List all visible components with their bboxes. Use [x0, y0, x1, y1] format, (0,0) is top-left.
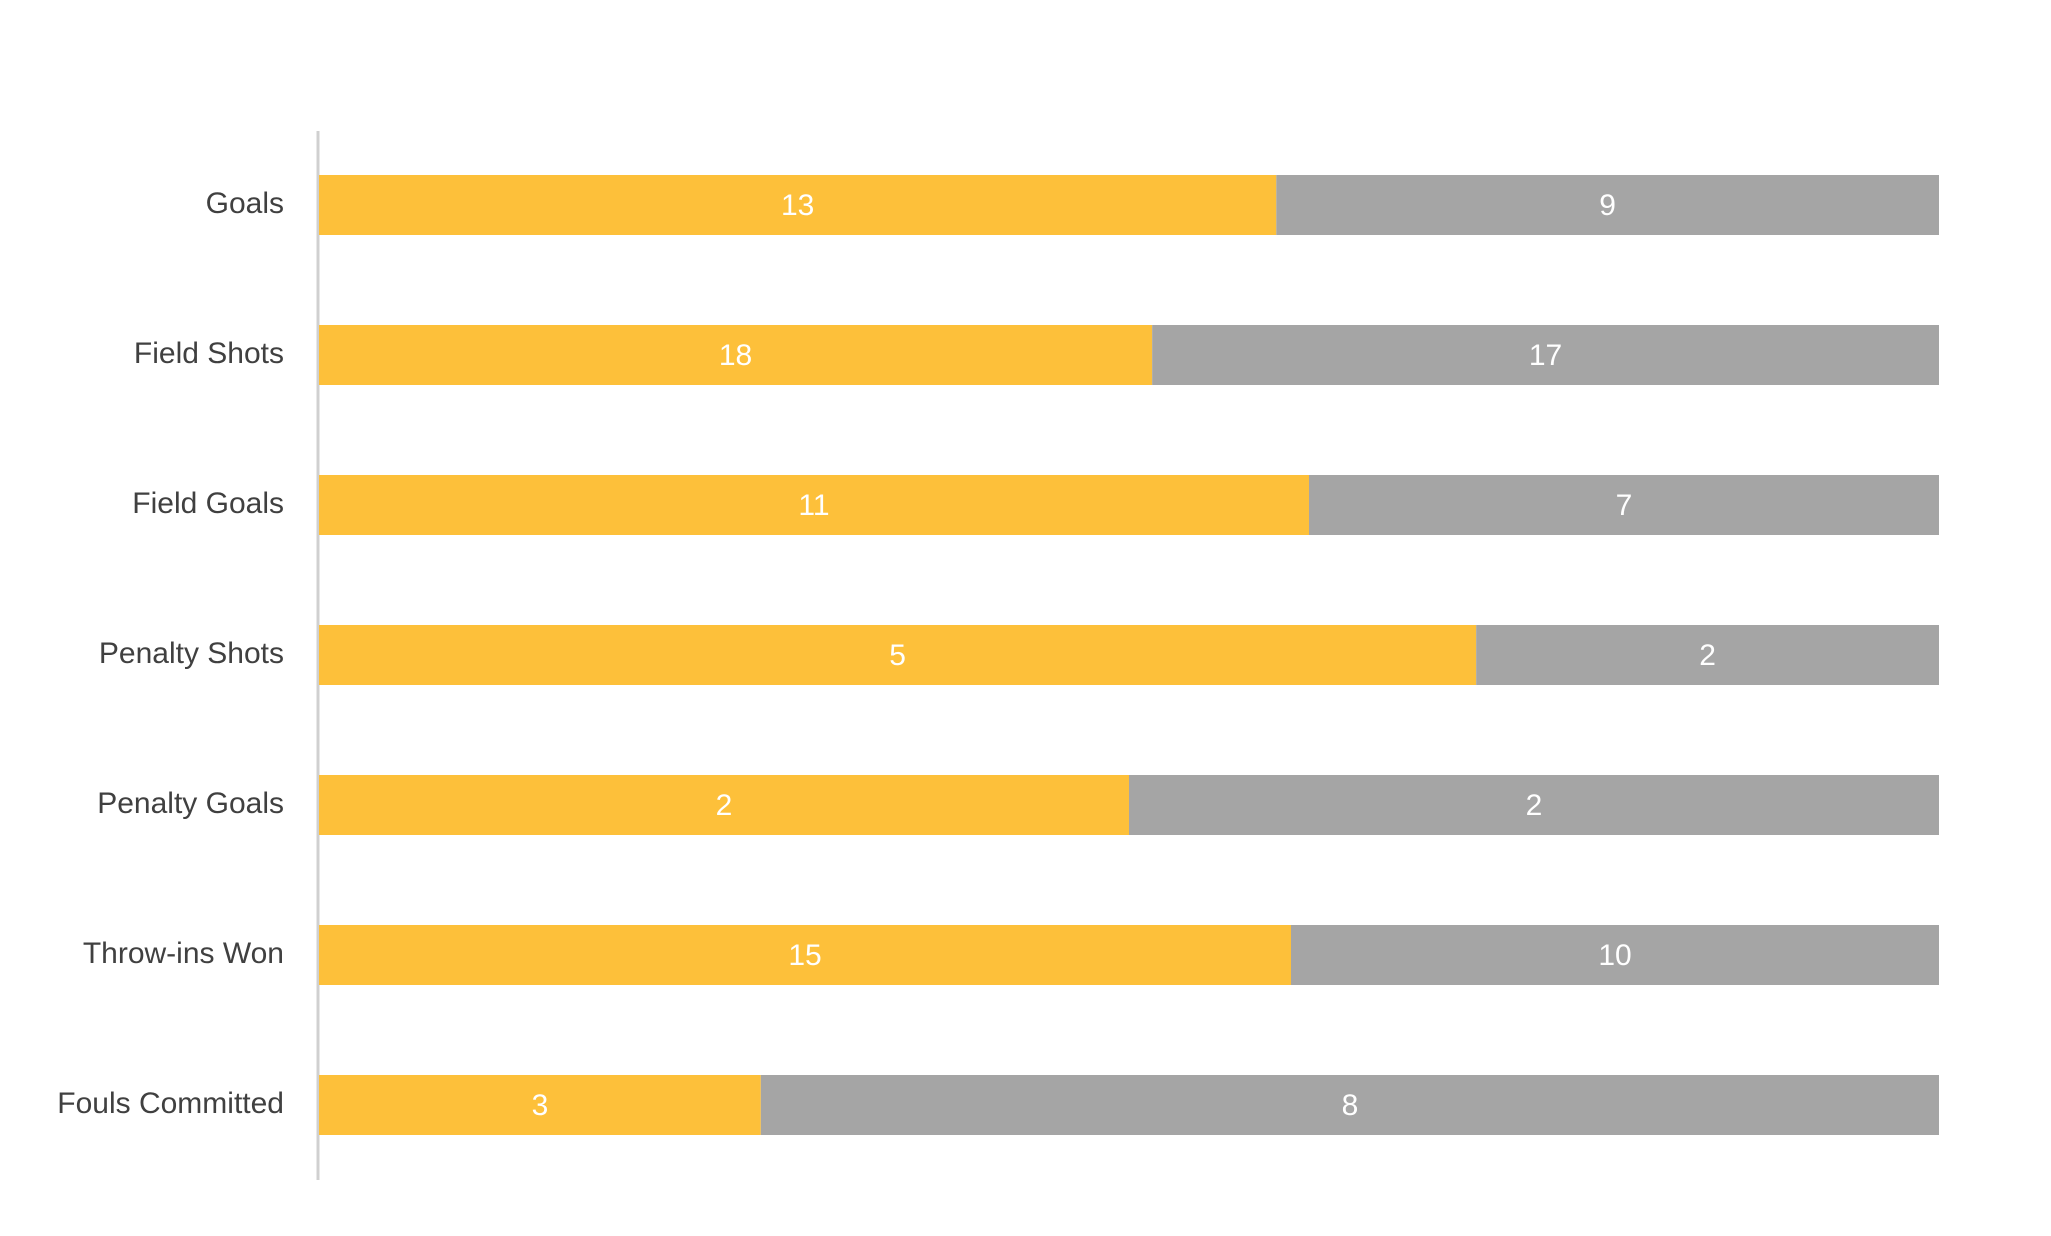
data-label: 9: [1599, 189, 1616, 222]
bar-segment: [319, 175, 1277, 235]
category-label: Penalty Goals: [97, 787, 284, 820]
bar-segment: [319, 625, 1477, 685]
data-label: 5: [889, 639, 906, 672]
bar-segment: [319, 475, 1309, 535]
data-label: 11: [798, 489, 829, 522]
category-label: Fouls Committed: [57, 1087, 284, 1120]
data-label: 15: [788, 939, 821, 972]
data-label: 13: [781, 189, 814, 222]
bar-segment: [319, 325, 1153, 385]
bar-segment: [319, 775, 1129, 835]
data-label: 2: [716, 789, 733, 822]
data-label: 3: [532, 1089, 549, 1122]
data-label: 17: [1529, 339, 1562, 372]
data-label: 7: [1616, 489, 1633, 522]
bar-segment: [1291, 925, 1939, 985]
category-label: Throw-ins Won: [83, 937, 284, 970]
data-label: 18: [719, 339, 752, 372]
bar-segment: [760, 1075, 1940, 1135]
bar-segment: [1152, 325, 1939, 385]
bar-segment: [1476, 625, 1939, 685]
category-label: Penalty Shots: [99, 637, 284, 670]
category-label: Field Shots: [134, 337, 284, 370]
data-label: 2: [1526, 789, 1543, 822]
bar-segment: [1309, 475, 1939, 535]
category-label: Goals: [206, 187, 284, 220]
data-label: 10: [1598, 939, 1631, 972]
data-label: 2: [1699, 639, 1716, 672]
bar-segment: [1276, 175, 1939, 235]
category-label: Field Goals: [132, 487, 284, 520]
bar-segment: [319, 925, 1291, 985]
bar-segment: [319, 1075, 761, 1135]
data-label: 8: [1342, 1089, 1359, 1122]
bar-segment: [1129, 775, 1939, 835]
